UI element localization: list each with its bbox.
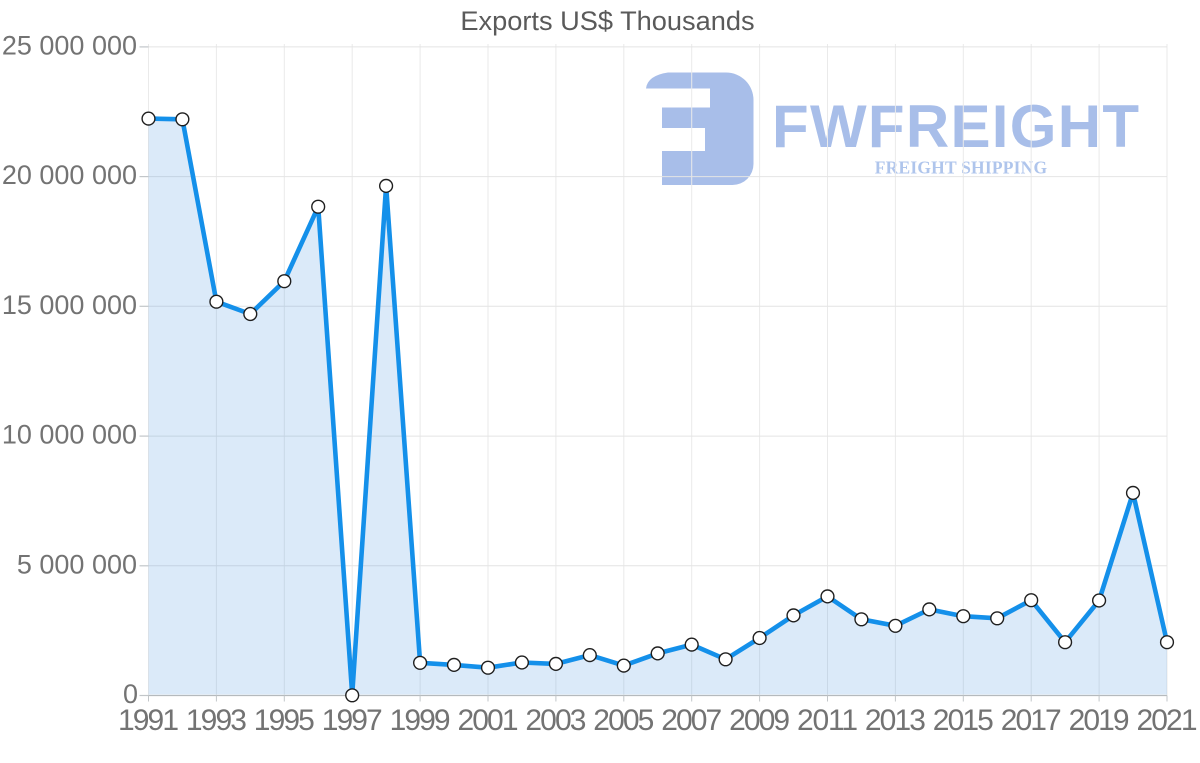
svg-text:1999: 1999 (390, 704, 451, 737)
svg-text:FWFREIGHT: FWFREIGHT (772, 93, 1140, 160)
svg-text:15 000 000: 15 000 000 (2, 290, 137, 320)
svg-text:0: 0 (123, 679, 138, 709)
svg-text:Exports US$ Thousands: Exports US$ Thousands (460, 5, 754, 36)
svg-text:2013: 2013 (865, 704, 926, 737)
svg-text:1997: 1997 (322, 704, 383, 737)
svg-text:2003: 2003 (525, 704, 586, 737)
svg-text:1993: 1993 (186, 704, 247, 737)
svg-text:2007: 2007 (661, 704, 722, 737)
svg-text:1995: 1995 (254, 704, 315, 737)
svg-text:2005: 2005 (593, 704, 654, 737)
svg-text:20 000 000: 20 000 000 (2, 160, 137, 190)
svg-text:2001: 2001 (458, 704, 519, 737)
svg-text:2009: 2009 (729, 704, 790, 737)
svg-text:10 000 000: 10 000 000 (2, 420, 137, 450)
svg-text:2021: 2021 (1137, 704, 1198, 737)
svg-text:5 000 000: 5 000 000 (17, 549, 137, 579)
svg-text:2019: 2019 (1069, 704, 1130, 737)
svg-text:2015: 2015 (933, 704, 994, 737)
svg-text:1991: 1991 (118, 704, 179, 737)
svg-text:25 000 000: 25 000 000 (2, 31, 137, 61)
svg-text:2017: 2017 (1001, 704, 1062, 737)
svg-text:2011: 2011 (797, 704, 858, 737)
svg-text:FREIGHT SHIPPING: FREIGHT SHIPPING (875, 158, 1048, 178)
